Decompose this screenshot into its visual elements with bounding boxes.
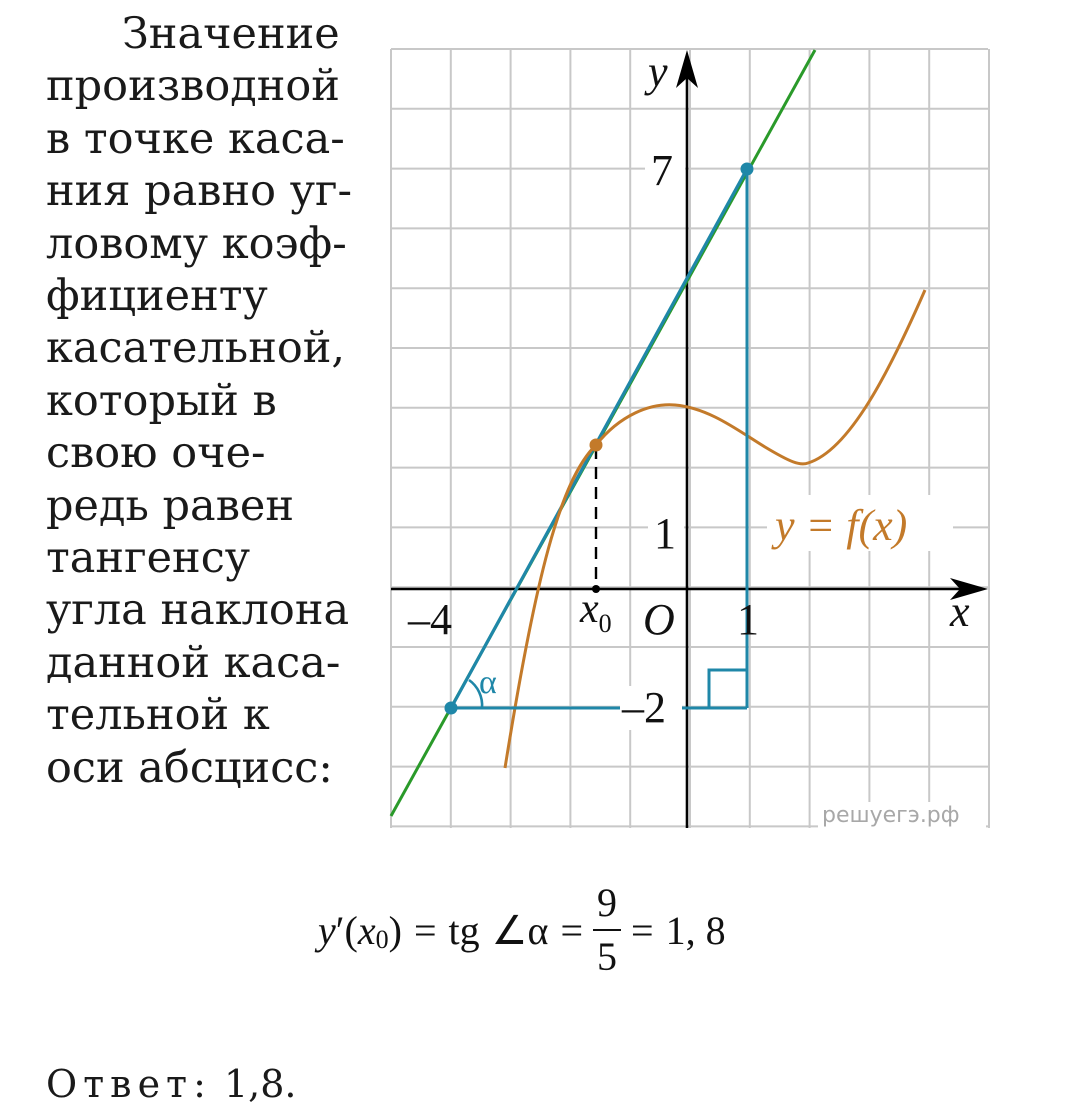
explanation-line: Значение <box>122 9 340 59</box>
fraction-numerator: 9 <box>593 883 622 931</box>
explanation-line: который в <box>46 375 277 426</box>
explanation-line: фициенту <box>46 271 268 322</box>
explanation-line: в точке каса- <box>46 113 345 164</box>
tangent-graph: y x 7 1 –2 –4 1 O x0 α y = f(x) решуегэ.… <box>389 47 990 828</box>
explanation-line: ловому коэф- <box>46 218 347 269</box>
watermark: решуегэ.рф <box>822 803 960 828</box>
tangency-point <box>589 438 603 452</box>
explanation-line: касательной, <box>46 323 346 374</box>
tangent-point-top <box>740 162 754 176</box>
formula-eq1: = <box>413 907 437 953</box>
formula-eq3: = <box>631 907 654 953</box>
angle-label: α <box>479 664 497 701</box>
right-angle-mark <box>707 668 747 708</box>
y-tick-neg2: –2 <box>621 683 666 732</box>
explanation-line: редь равен <box>46 480 295 531</box>
x0-tick-dot <box>592 585 600 593</box>
answer-label: Ответ: <box>46 1062 212 1106</box>
angle-arc <box>468 678 484 709</box>
tangent-point-left <box>444 701 458 715</box>
y-axis-label: y <box>644 47 668 96</box>
x-axis-label: x <box>949 587 970 636</box>
fraction-denominator: 5 <box>597 934 618 979</box>
explanation-line: тельной к <box>46 690 270 741</box>
formula-rparen: ) <box>388 907 402 953</box>
explanation-line: тангенсу <box>46 533 251 584</box>
formula-lparen: ( <box>344 907 358 953</box>
y-axis-arrow <box>676 50 698 88</box>
axes <box>391 50 988 828</box>
grid <box>390 48 990 828</box>
y-tick-1: 1 <box>654 509 676 558</box>
origin-label: O <box>643 595 675 644</box>
formula-eq2: = <box>560 907 584 953</box>
x-tick-neg4: –4 <box>407 595 452 644</box>
formula-result: 1, 8 <box>665 907 726 953</box>
formula-tg: tg <box>448 907 480 953</box>
formula-y: y <box>318 907 336 953</box>
formula-prime: ′ <box>335 907 345 953</box>
answer: Ответ: 1,8. <box>46 1062 297 1106</box>
curve-label: y = f(x) <box>771 501 907 550</box>
formula-sub: 0 <box>375 925 389 954</box>
formula-fraction: 9 5 <box>593 883 622 979</box>
function-curve <box>503 289 927 769</box>
y-tick-7: 7 <box>651 146 673 195</box>
explanation-line: данной каса- <box>46 637 341 688</box>
explanation-line: угла наклона <box>46 585 350 636</box>
x0-label: x0 <box>579 586 612 638</box>
explanation-line: оси абсцисс: <box>46 742 333 793</box>
explanation-line: производной <box>46 61 340 112</box>
x-tick-1: 1 <box>737 595 759 644</box>
explanation-line: свою оче- <box>46 428 266 479</box>
formula-angle-sym: ∠ <box>491 907 528 953</box>
explanation-text: Значение производной в точке каса-ния равн… <box>46 8 356 794</box>
x-axis-arrow <box>950 578 988 600</box>
formula-alpha: α <box>527 907 549 953</box>
explanation-line: ния равно уг- <box>46 166 353 217</box>
answer-value: 1,8. <box>223 1062 297 1106</box>
tangent-segment <box>449 168 749 709</box>
formula-x: x <box>357 907 376 953</box>
derivative-formula: y ′(x 0) = tg ∠ α = 9 5 = 1, 8 <box>318 880 726 980</box>
